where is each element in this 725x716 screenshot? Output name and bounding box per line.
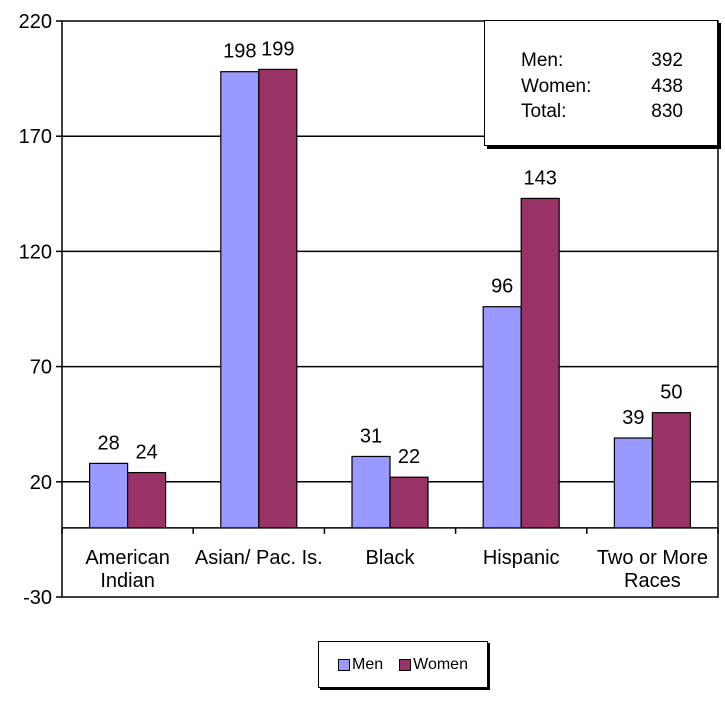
x-category-label: Hispanic	[483, 547, 560, 569]
bar-women	[258, 68, 298, 529]
totals-label: Women:	[521, 76, 592, 97]
totals-value: 830	[651, 101, 683, 122]
data-label: 22	[398, 446, 420, 468]
totals-row-men: Men: 392	[521, 50, 683, 74]
data-label: 28	[97, 432, 119, 454]
x-category-label: Two or More	[597, 547, 708, 569]
x-category-label: Asian/ Pac. Is.	[195, 547, 323, 569]
bar-women	[520, 197, 560, 529]
data-label: 24	[135, 442, 157, 464]
legend-swatch-men	[338, 658, 351, 671]
legend-label-men: Men	[352, 655, 384, 673]
legend-swatch-women	[399, 658, 412, 671]
data-label: 39	[622, 407, 644, 429]
x-category-label: Black	[366, 547, 416, 569]
bar-women	[126, 471, 167, 529]
totals-row-women: Women: 438	[521, 76, 683, 100]
x-category-label: American	[85, 547, 169, 569]
totals-value: 438	[651, 76, 683, 97]
y-tick-label: 220	[19, 11, 52, 33]
bar-men	[613, 437, 654, 529]
y-tick-label: -30	[23, 587, 52, 609]
y-tick-label: 120	[19, 241, 52, 263]
data-label: 198	[223, 41, 256, 63]
legend: Men Women	[318, 641, 488, 688]
data-label: 50	[660, 382, 682, 404]
legend-label-women: Women	[413, 655, 468, 673]
bar-women	[389, 476, 429, 529]
data-label: 199	[261, 38, 294, 60]
x-category-label: Indian	[100, 570, 155, 592]
legend-item-women: Women	[399, 656, 468, 674]
totals-value: 392	[651, 50, 683, 71]
totals-label: Total:	[521, 101, 567, 122]
data-label: 96	[491, 276, 513, 298]
bar-men	[482, 306, 522, 529]
data-label: 31	[360, 425, 382, 447]
data-label: 143	[524, 167, 557, 189]
legend-item-men: Men	[338, 656, 383, 674]
y-tick-label: 20	[30, 472, 52, 494]
totals-box: Men: 392 Women: 438 Total: 830	[484, 20, 718, 146]
bar-men	[351, 455, 391, 529]
bar-women	[651, 412, 692, 529]
y-tick-label: 170	[19, 126, 52, 148]
bar-men	[88, 462, 129, 529]
totals-label: Men:	[521, 50, 564, 71]
x-category-label: Races	[624, 570, 681, 592]
bar-men	[220, 71, 260, 529]
y-tick-label: 70	[30, 357, 52, 379]
totals-row-total: Total: 830	[521, 101, 683, 125]
